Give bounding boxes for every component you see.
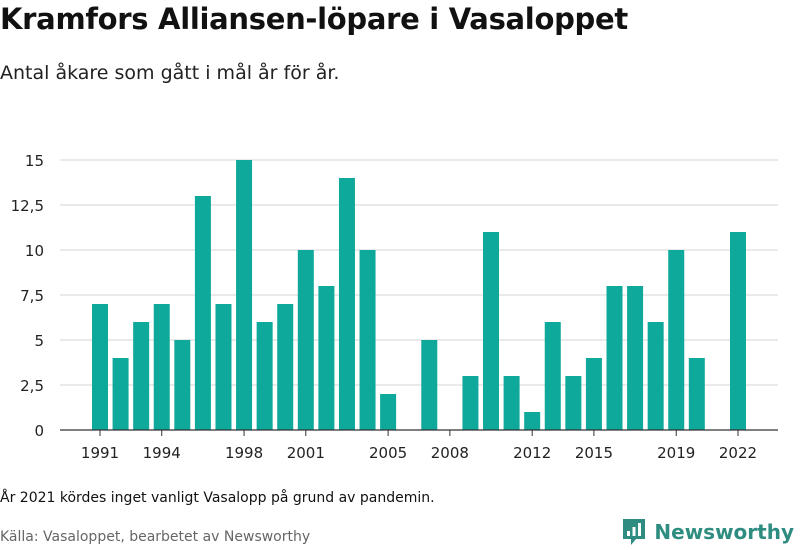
x-tick-label: 2005 bbox=[369, 444, 407, 462]
source-text: Källa: Vasaloppet, bearbetet av Newswort… bbox=[0, 529, 311, 545]
bar-2010 bbox=[483, 232, 500, 430]
bar-1995 bbox=[174, 340, 191, 430]
y-tick-label: 7,5 bbox=[20, 287, 44, 305]
bar-2001 bbox=[297, 250, 314, 430]
x-tick-label: 2019 bbox=[657, 444, 695, 462]
bar-2013 bbox=[544, 322, 561, 430]
bar-1993 bbox=[133, 322, 150, 430]
x-tick-label: 2001 bbox=[287, 444, 325, 462]
bar-1996 bbox=[194, 196, 211, 430]
bar-2019 bbox=[668, 250, 685, 430]
footnote: År 2021 kördes inget vanligt Vasalopp på… bbox=[0, 490, 435, 506]
y-tick-label: 15 bbox=[25, 152, 44, 170]
chart-title: Kramfors Alliansen-löpare i Vasaloppet bbox=[0, 2, 628, 36]
bar-1994 bbox=[153, 304, 170, 430]
bar-2009 bbox=[462, 376, 479, 430]
bar-chart: 0 2,5 5 7,5 10 12,5 15 1991 1994 1998 2001 2005 200… bbox=[11, 152, 778, 462]
y-axis-labels: 0 2,5 5 7,5 10 12,5 15 bbox=[11, 152, 44, 440]
x-axis-ticks: 1991 1994 1998 2001 2005 2008 2012 2015 2019 2022 bbox=[81, 430, 757, 462]
bar-2018 bbox=[647, 322, 664, 430]
x-tick-label: 1998 bbox=[225, 444, 263, 462]
y-tick-label: 10 bbox=[25, 242, 44, 260]
bar-2022 bbox=[729, 232, 746, 430]
x-tick-label: 1994 bbox=[143, 444, 181, 462]
bar-2000 bbox=[277, 304, 294, 430]
bar-1997 bbox=[215, 304, 232, 430]
x-tick-label: 2015 bbox=[575, 444, 613, 462]
y-tick-label: 2,5 bbox=[20, 377, 44, 395]
x-tick-label: 2012 bbox=[513, 444, 551, 462]
bar-2003 bbox=[338, 178, 355, 430]
bar-2004 bbox=[359, 250, 376, 430]
bar-2015 bbox=[585, 358, 602, 430]
bar-2017 bbox=[627, 286, 644, 430]
x-tick-label: 2022 bbox=[719, 444, 757, 462]
bar-2016 bbox=[606, 286, 623, 430]
x-tick-label: 2008 bbox=[431, 444, 469, 462]
bars bbox=[92, 160, 746, 430]
bar-1999 bbox=[256, 322, 273, 430]
y-tick-label: 12,5 bbox=[11, 197, 44, 215]
bar-1991 bbox=[92, 304, 108, 430]
chart-subtitle: Antal åkare som gått i mål år för år. bbox=[0, 62, 340, 84]
y-tick-label: 5 bbox=[34, 332, 44, 350]
bar-2005 bbox=[380, 394, 397, 430]
bar-2020 bbox=[688, 358, 705, 430]
newsworthy-logo-icon bbox=[623, 519, 646, 545]
x-tick-label: 1991 bbox=[81, 444, 119, 462]
bar-2002 bbox=[318, 286, 335, 430]
brand-name: Newsworthy bbox=[654, 520, 794, 544]
bar-1998 bbox=[236, 160, 253, 430]
bar-2014 bbox=[565, 376, 582, 430]
brand-logo: Newsworthy bbox=[622, 518, 794, 546]
bar-1992 bbox=[112, 358, 129, 430]
bar-2012 bbox=[524, 412, 541, 430]
y-tick-label: 0 bbox=[34, 422, 44, 440]
bar-2011 bbox=[503, 376, 520, 430]
bar-2007 bbox=[421, 340, 438, 430]
